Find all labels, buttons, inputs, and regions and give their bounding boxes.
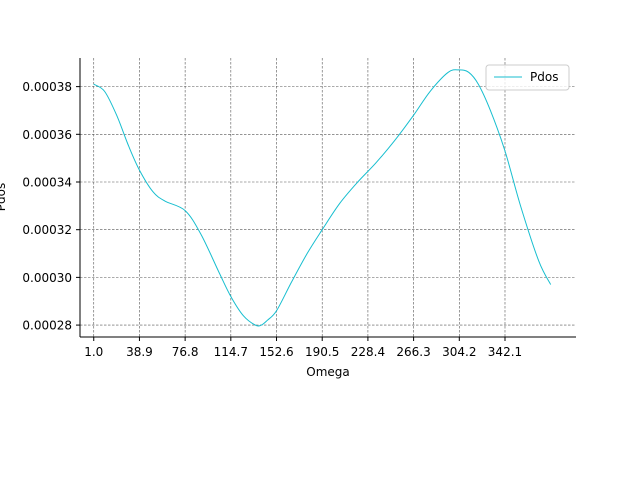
x-tick-label: 228.4 xyxy=(351,345,385,359)
axes xyxy=(79,58,576,338)
y-tick-label: 0.00030 xyxy=(22,271,72,285)
x-tick-label: 1.0 xyxy=(84,345,103,359)
x-tick-label: 76.8 xyxy=(172,345,199,359)
legend: Pdos xyxy=(485,64,570,91)
y-tick-label: 0.00028 xyxy=(22,319,72,333)
y-tick-label: 0.00038 xyxy=(22,80,72,94)
series xyxy=(93,69,552,327)
x-tick-label: 152.6 xyxy=(259,345,293,359)
ticks: 1.0 38.9 76.8 114.7 152.6 190.5 228.4 266.3 304.… xyxy=(22,80,522,359)
x-axis-label: Omega xyxy=(306,365,350,379)
x-tick-label: 266.3 xyxy=(396,345,430,359)
x-tick-label: 304.2 xyxy=(442,345,476,359)
legend-frame xyxy=(485,64,570,91)
series-line-pdos xyxy=(93,69,552,327)
grid xyxy=(80,58,576,337)
legend-label-pdos: Pdos xyxy=(530,70,558,84)
y-axis-label: Pdos xyxy=(0,183,8,211)
x-tick-label: 342.1 xyxy=(488,345,522,359)
x-tick-label: 38.9 xyxy=(126,345,153,359)
x-tick-label: 190.5 xyxy=(305,345,339,359)
y-tick-label: 0.00036 xyxy=(22,128,72,142)
y-tick-label: 0.00032 xyxy=(22,223,72,237)
y-tick-label: 0.00034 xyxy=(22,176,72,190)
x-tick-label: 114.7 xyxy=(214,345,248,359)
